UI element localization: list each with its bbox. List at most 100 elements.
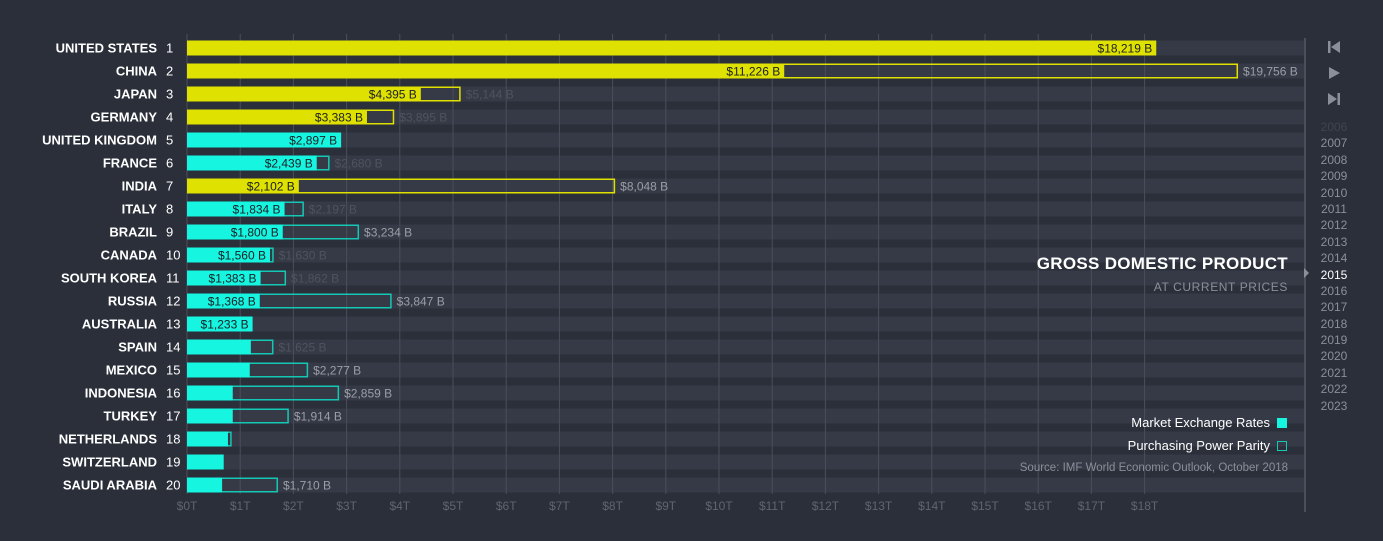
legend-swatch-ppp [1277,440,1287,451]
row-track [187,316,1304,332]
year-2009[interactable]: 2009 [1320,169,1348,184]
mer-bar [187,339,251,355]
row-track [187,385,1304,401]
row-track [187,224,1304,240]
country-label: INDONESIA [85,386,158,401]
mer-value-label: $3,383 B [315,110,363,124]
chart-title-block: GROSS DOMESTIC PRODUCT AT CURRENT PRICES [1037,254,1288,294]
row-track [187,339,1304,355]
year-2020[interactable]: 2020 [1320,349,1348,364]
ppp-value-label: $8,048 B [620,179,668,193]
x-tick-label: $12T [812,499,840,513]
year-2012[interactable]: 2012 [1320,218,1348,233]
ppp-value-label: $1,914 B [294,409,342,423]
ppp-value-label: $3,847 B [397,294,445,308]
year-2006[interactable]: 2006 [1320,120,1348,134]
mer-bar [187,109,367,125]
mer-bar [187,385,233,401]
year-2010[interactable]: 2010 [1320,185,1348,200]
ppp-value-label: $2,277 B [313,363,361,377]
row-track [187,408,1304,424]
mer-bar [187,63,785,79]
mer-bar [187,247,270,263]
row-track [187,155,1304,171]
ppp-value-label: $19,756 B [1243,64,1298,78]
x-tick-label: $7T [549,499,570,513]
row-track [187,477,1304,493]
rank-label: 9 [166,225,173,240]
row-track [187,132,1304,148]
x-tick-label: $0T [177,499,198,513]
rank-label: 10 [166,248,180,263]
year-2011[interactable]: 2011 [1321,201,1347,216]
legend-swatch-mer [1277,417,1287,428]
year-2013[interactable]: 2013 [1320,234,1348,249]
chart-subtitle: AT CURRENT PRICES [1153,280,1288,294]
ppp-value-label: $5,144 B [466,87,514,101]
year-2023[interactable]: 2023 [1320,398,1348,413]
row-track [187,454,1304,470]
row-track [187,270,1304,286]
mer-value-label: $1,368 B [208,294,256,308]
country-label: ITALY [122,202,158,217]
chart-title: GROSS DOMESTIC PRODUCT [1036,254,1288,273]
rank-label: 1 [166,41,173,56]
year-2017[interactable]: 2017 [1320,300,1348,315]
country-label: CHINA [116,64,158,79]
x-tick-label: $6T [496,499,517,513]
legend-item-mer: Market Exchange Rates [1128,411,1287,434]
year-2022[interactable]: 2022 [1320,382,1348,397]
skip-back-icon[interactable] [1324,37,1344,57]
x-tick-label: $17T [1078,499,1106,513]
x-tick-label: $16T [1025,499,1053,513]
country-label: MEXICO [106,363,157,378]
rank-label: 19 [166,455,180,470]
x-tick-label: $8T [602,499,623,513]
skip-forward-icon[interactable] [1324,89,1344,109]
mer-bar [187,86,421,102]
rank-label: 17 [166,409,180,424]
year-2016[interactable]: 2016 [1320,283,1348,298]
year-2014[interactable]: 2014 [1320,251,1348,266]
mer-bar [187,431,228,447]
country-label: SOUTH KOREA [61,271,158,286]
country-label: AUSTRALIA [82,317,158,332]
year-list: 2006 2007 2008 2009 2010 2011 2012 2013 2014 2015… [1313,119,1355,414]
rank-label: 15 [166,363,180,378]
row-track [187,247,1304,263]
year-2019[interactable]: 2019 [1320,333,1348,348]
year-2015[interactable]: 2015 [1320,267,1348,282]
country-label: FRANCE [103,156,157,171]
row-track [187,201,1304,217]
country-label: GERMANY [91,110,158,125]
ppp-value-label: $1,710 B [283,478,331,492]
year-2021[interactable]: 2021 [1320,365,1348,380]
mer-value-label: $1,834 B [233,202,281,216]
mer-value-label: $11,226 B [726,64,780,78]
row-track [187,86,1304,102]
ppp-value-label: $1,625 B [278,340,326,354]
year-2007[interactable]: 2007 [1320,136,1348,151]
mer-value-label: $1,233 B [201,317,249,331]
rank-label: 6 [166,156,173,171]
x-tick-label: $15T [971,499,999,513]
mer-bar [187,362,250,378]
x-tick-label: $9T [655,499,676,513]
country-label: CANADA [101,248,158,263]
ppp-value-label: $1,862 B [291,271,339,285]
play-icon[interactable] [1324,63,1344,83]
country-label: RUSSIA [108,294,158,309]
country-label: SWITZERLAND [62,455,157,470]
x-tick-label: $1T [230,499,251,513]
mer-value-label: $18,219 B [1098,41,1153,55]
year-2008[interactable]: 2008 [1320,152,1348,167]
mer-bar [187,408,233,424]
rank-label: 8 [166,202,173,217]
country-label: UNITED KINGDOM [42,133,157,148]
year-2018[interactable]: 2018 [1320,316,1348,331]
mer-bar [187,477,223,493]
mer-value-label: $1,383 B [209,271,257,285]
x-tick-label: $2T [283,499,304,513]
legend-label-mer: Market Exchange Rates [1131,415,1270,430]
